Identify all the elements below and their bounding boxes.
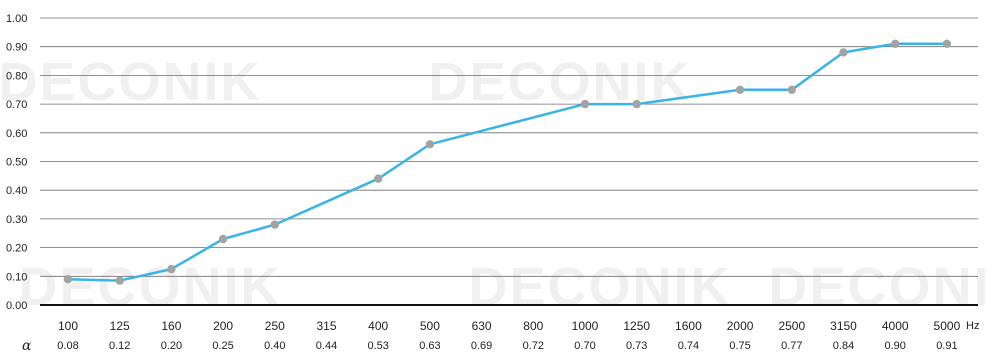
coefficient-value: 0.44 bbox=[316, 340, 337, 352]
x-tick-label: 250 bbox=[265, 319, 285, 333]
coefficient-value: 0.90 bbox=[884, 340, 905, 352]
watermark-layer: DECONIKDECONIKDECONIKDECONIKDECONIK bbox=[0, 52, 994, 317]
x-tick-label: 400 bbox=[368, 319, 388, 333]
data-point bbox=[218, 234, 228, 244]
x-tick-label: 1600 bbox=[675, 319, 702, 333]
x-unit-label: Hz bbox=[966, 320, 979, 332]
watermark-text: DECONIK bbox=[18, 257, 281, 317]
y-tick-label: 0.40 bbox=[6, 185, 27, 197]
x-tick-label: 125 bbox=[110, 319, 130, 333]
y-tick-label: 0.90 bbox=[6, 42, 27, 54]
data-point bbox=[374, 174, 383, 183]
data-point bbox=[787, 85, 796, 95]
grid-lines bbox=[40, 17, 978, 306]
data-point bbox=[735, 85, 745, 95]
x-tick-label: 800 bbox=[523, 319, 543, 333]
y-tick-label: 0.60 bbox=[6, 128, 27, 140]
data-point bbox=[839, 48, 848, 57]
coefficient-value: 0.69 bbox=[471, 340, 492, 352]
series-layer bbox=[63, 39, 952, 285]
x-tick-label: 100 bbox=[58, 319, 78, 333]
y-tick-label: 0.20 bbox=[6, 243, 27, 255]
coefficient-value: 0.63 bbox=[419, 340, 440, 352]
x-tick-label: 200 bbox=[213, 319, 233, 333]
series-line bbox=[66, 42, 949, 282]
y-tick-label: 1.00 bbox=[6, 13, 27, 25]
x-axis-ticks: 100 125 160 200 250 315 400 500 630 800 1000 1250 16… bbox=[58, 319, 961, 333]
coefficient-value: 0.25 bbox=[212, 340, 233, 352]
data-point bbox=[425, 140, 435, 149]
x-tick-label: 500 bbox=[420, 319, 440, 333]
coefficient-value: 0.40 bbox=[264, 340, 285, 352]
watermark-text: DECONIK bbox=[768, 257, 994, 317]
coefficient-value: 0.77 bbox=[781, 340, 802, 352]
y-tick-label: 0.30 bbox=[6, 214, 27, 226]
x-tick-label: 2000 bbox=[727, 319, 754, 333]
x-tick-label: 160 bbox=[161, 319, 181, 333]
coefficient-value: 0.08 bbox=[57, 340, 78, 352]
data-point bbox=[63, 275, 73, 284]
y-tick-label: 0.80 bbox=[6, 70, 27, 82]
coefficient-value: 0.53 bbox=[367, 340, 388, 352]
y-tick-label: 0.10 bbox=[6, 271, 27, 283]
coefficient-value: 0.74 bbox=[678, 340, 699, 352]
x-tick-label: 1000 bbox=[572, 319, 599, 333]
y-tick-label: 0.00 bbox=[6, 300, 27, 312]
coefficient-value: 0.91 bbox=[936, 340, 957, 352]
x-tick-label: 630 bbox=[472, 319, 492, 333]
coefficient-value: 0.73 bbox=[626, 340, 647, 352]
data-point bbox=[942, 39, 952, 48]
data-point bbox=[632, 99, 641, 109]
coefficient-value: 0.70 bbox=[574, 340, 595, 352]
coefficient-symbol: α bbox=[22, 338, 32, 352]
data-point bbox=[115, 276, 124, 285]
coefficient-value: 0.84 bbox=[833, 340, 854, 352]
watermark-text: DECONIK bbox=[468, 257, 731, 317]
x-tick-label: 5000 bbox=[934, 319, 961, 333]
data-point bbox=[580, 99, 590, 109]
data-point bbox=[167, 264, 176, 274]
coefficient-value: 0.12 bbox=[109, 340, 130, 352]
coefficient-row: 0.08 0.12 0.20 0.25 0.40 0.44 0.53 0.63 0.69 0.72… bbox=[57, 340, 957, 352]
coefficient-value: 0.72 bbox=[523, 340, 544, 352]
x-tick-label: 1250 bbox=[623, 319, 650, 333]
x-tick-label: 3150 bbox=[830, 319, 857, 333]
data-point bbox=[270, 220, 279, 229]
y-axis-ticks: 0.00 0.10 0.20 0.30 0.40 0.50 0.60 0.70 0.80 0.90… bbox=[6, 13, 27, 312]
x-tick-label: 2500 bbox=[778, 319, 805, 333]
x-tick-label: 4000 bbox=[882, 319, 909, 333]
data-point bbox=[891, 39, 900, 48]
watermark-text: DECONIK bbox=[0, 52, 262, 112]
coefficient-value: 0.20 bbox=[161, 340, 182, 352]
x-tick-label: 315 bbox=[316, 319, 336, 333]
y-tick-label: 0.70 bbox=[6, 99, 27, 111]
y-tick-label: 0.50 bbox=[6, 157, 27, 169]
coefficient-value: 0.75 bbox=[729, 340, 750, 352]
